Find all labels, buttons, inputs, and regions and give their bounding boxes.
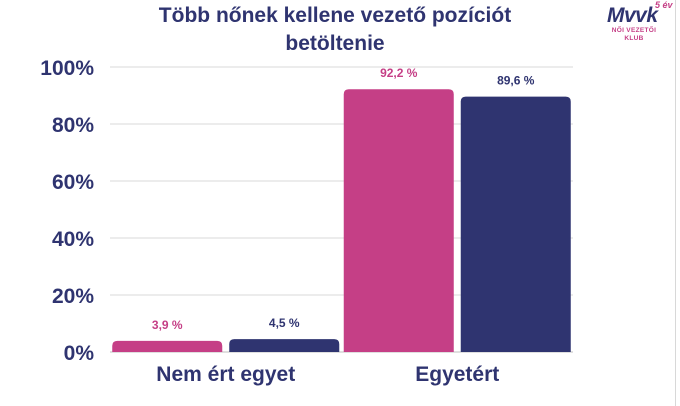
x-category-label: Egyetért xyxy=(415,363,499,386)
y-tick-label: 60% xyxy=(52,171,94,194)
bar xyxy=(460,96,571,352)
data-label: 89,6 % xyxy=(497,74,535,88)
brand-logo: Mvvk 5 év NŐI VEZETŐI KLUB xyxy=(603,0,673,46)
data-label: 92,2 % xyxy=(380,66,418,80)
y-tick-label: 20% xyxy=(52,285,94,308)
logo-subtitle-2: KLUB xyxy=(624,35,644,42)
y-tick-label: 40% xyxy=(52,228,94,251)
y-tick-label: 100% xyxy=(40,57,94,80)
x-category-label: Nem ért egyet xyxy=(156,363,295,386)
bar xyxy=(112,340,223,352)
page-edge-divider xyxy=(675,0,676,406)
bar xyxy=(343,89,454,352)
data-label: 4,5 % xyxy=(269,316,300,330)
logo-anniversary: 5 év xyxy=(655,0,673,10)
logo-subtitle-1: NŐI VEZETŐI xyxy=(611,27,657,34)
data-label: 3,9 % xyxy=(152,318,183,332)
bar xyxy=(229,339,340,352)
chart-title: Több nőnek kellene vezető pozíciót betöl… xyxy=(158,4,512,55)
y-tick-label: 80% xyxy=(52,114,94,137)
y-tick-label: 0% xyxy=(64,342,95,365)
logo-wordmark: Mvvk xyxy=(607,4,658,27)
